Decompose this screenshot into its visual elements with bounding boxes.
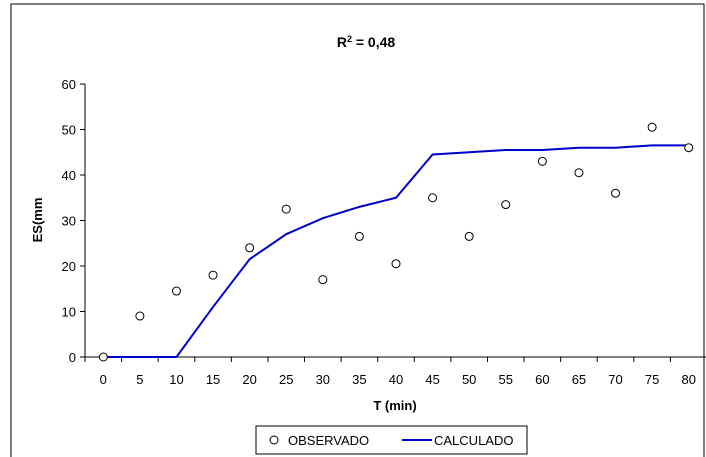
x-axis-ticks: 0 5 10 15 20 25 30 35 40 45 50 55 60 65 70 75 80 [84, 357, 696, 387]
point-observado [428, 193, 438, 203]
point-observado [647, 122, 657, 132]
x-tick-label: 75 [645, 372, 659, 387]
point-observado [464, 231, 474, 241]
chart-title: R2 = 0,48 [337, 34, 396, 50]
chart-border [10, 3, 705, 457]
x-tick-label: 30 [316, 372, 330, 387]
x-tick-label: 5 [136, 372, 143, 387]
point-observado [684, 143, 694, 153]
legend-marker-observado [269, 435, 279, 445]
x-tick-label: 70 [608, 372, 622, 387]
x-tick-label: 25 [279, 372, 293, 387]
point-observado [611, 188, 621, 198]
series-line-calculado [103, 144, 689, 358]
y-tick-label: 20 [62, 259, 76, 274]
y-tick-label: 40 [62, 168, 76, 183]
point-observado [391, 259, 401, 269]
x-tick-label: 80 [681, 372, 695, 387]
y-tick-label: 10 [62, 305, 76, 320]
x-tick-label: 55 [499, 372, 513, 387]
point-observado [537, 156, 547, 166]
x-tick-label: 65 [572, 372, 586, 387]
x-tick-label: 35 [352, 372, 366, 387]
legend-label-observado: OBSERVADO [288, 433, 369, 448]
point-observado [208, 270, 218, 280]
x-tick-label: 40 [389, 372, 403, 387]
point-observado [135, 311, 145, 321]
point-observado [501, 200, 511, 210]
point-observado [98, 352, 108, 362]
x-tick-label: 45 [425, 372, 439, 387]
x-tick-label: 0 [100, 372, 107, 387]
x-tick-label: 10 [169, 372, 183, 387]
legend-label-calculado: CALCULADO [434, 433, 513, 448]
legend-box [255, 425, 528, 455]
x-axis-title: T (min) [373, 398, 416, 413]
x-tick-label: 15 [206, 372, 220, 387]
y-tick-label: 50 [62, 123, 76, 138]
x-tick-label: 50 [462, 372, 476, 387]
point-observado [171, 286, 181, 296]
point-observado [245, 243, 255, 253]
legend: OBSERVADO CALCULADO [255, 425, 528, 455]
point-observado [574, 168, 584, 178]
point-observado [318, 275, 328, 285]
x-tick-label: 20 [242, 372, 256, 387]
y-tick-label: 30 [62, 214, 76, 229]
y-tick-label: 60 [62, 77, 76, 92]
point-observado [354, 231, 364, 241]
y-tick-label: 0 [69, 350, 76, 365]
plot-area [98, 122, 694, 362]
y-axis-title: ES(mm [30, 198, 45, 243]
point-observado [281, 204, 291, 214]
x-tick-label: 60 [535, 372, 549, 387]
axes [84, 84, 706, 358]
y-axis-ticks: 0 10 20 30 40 50 60 [62, 77, 85, 365]
